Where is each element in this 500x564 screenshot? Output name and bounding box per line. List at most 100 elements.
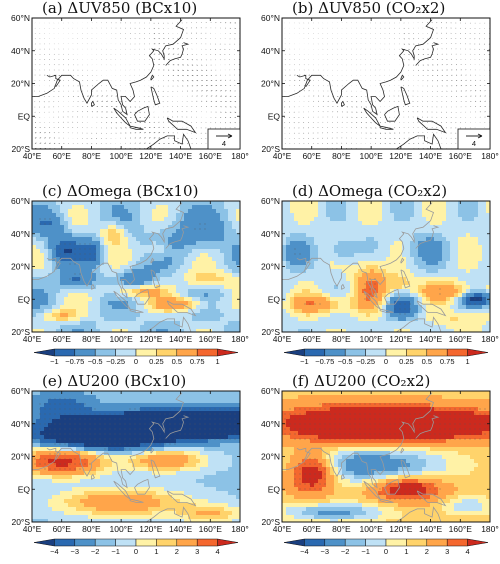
significance-dot	[94, 253, 96, 255]
field-cell	[180, 217, 185, 222]
field-cell	[128, 217, 133, 222]
field-cell	[140, 277, 145, 282]
field-cell	[394, 233, 399, 238]
field-cell	[52, 277, 57, 282]
field-cell	[172, 201, 177, 206]
field-cell	[370, 201, 375, 206]
field-cell	[112, 301, 117, 306]
field-cell	[124, 253, 129, 258]
field-cell	[32, 317, 37, 322]
field-cell	[112, 261, 117, 266]
field-cell	[200, 297, 205, 302]
field-cell	[358, 229, 363, 234]
field-cell	[44, 225, 49, 230]
field-cell	[298, 257, 303, 262]
field-cell	[56, 277, 61, 282]
field-cell	[322, 245, 327, 250]
field-cell	[200, 221, 205, 226]
field-cell	[184, 205, 189, 210]
field-cell	[128, 233, 133, 238]
wind-vector	[91, 105, 94, 108]
field-cell	[56, 289, 61, 294]
field-cell	[224, 297, 229, 302]
field-cell	[310, 225, 315, 230]
field-cell	[60, 261, 65, 266]
field-cell	[200, 293, 205, 298]
field-cell	[40, 309, 45, 314]
field-cell	[318, 229, 323, 234]
field-cell	[148, 305, 153, 310]
field-cell	[164, 273, 169, 278]
field-cell	[116, 329, 121, 332]
field-cell	[192, 201, 197, 206]
field-cell	[326, 217, 331, 222]
field-cell	[76, 237, 81, 242]
field-cell	[282, 245, 287, 250]
field-cell	[168, 205, 173, 210]
field-cell	[48, 297, 53, 302]
field-cell	[342, 205, 347, 210]
field-cell	[76, 249, 81, 254]
field-cell	[426, 225, 431, 230]
field-cell	[220, 201, 225, 206]
field-cell	[112, 209, 117, 214]
colorbar-segment	[74, 348, 96, 357]
field-cell	[68, 329, 73, 332]
field-cell	[228, 321, 233, 326]
field-cell	[60, 233, 65, 238]
field-cell	[438, 261, 443, 266]
significance-dot	[64, 248, 66, 250]
field-cell	[172, 301, 177, 306]
field-cell	[236, 245, 240, 250]
field-cell	[398, 269, 403, 274]
field-cell	[418, 205, 423, 210]
field-cell	[168, 297, 173, 302]
field-cell	[156, 297, 161, 302]
field-cell	[64, 269, 69, 274]
field-cell	[68, 249, 73, 254]
field-cell	[394, 201, 399, 206]
field-cell	[286, 213, 291, 218]
wind-vector	[39, 142, 42, 144]
field-cell	[208, 265, 213, 270]
field-cell	[164, 265, 169, 270]
field-cell	[88, 209, 93, 214]
field-cell	[196, 309, 201, 314]
field-cell	[454, 201, 459, 206]
field-cell	[362, 205, 367, 210]
field-cell	[200, 241, 205, 246]
field-cell	[100, 209, 105, 214]
field-cell	[176, 201, 181, 206]
field-cell	[64, 257, 69, 262]
field-cell	[124, 209, 129, 214]
field-cell	[224, 205, 229, 210]
field-cell	[160, 281, 165, 286]
field-cell	[224, 309, 229, 314]
field-cell	[68, 281, 73, 286]
field-cell	[164, 237, 169, 242]
field-cell	[306, 221, 311, 226]
field-cell	[40, 277, 45, 282]
field-cell	[224, 233, 229, 238]
field-cell	[72, 233, 77, 238]
field-cell	[410, 269, 415, 274]
field-cell	[486, 265, 490, 270]
field-cell	[228, 253, 233, 258]
field-cell	[212, 225, 217, 230]
wind-vector	[201, 95, 203, 97]
field-cell	[40, 237, 45, 242]
field-cell	[212, 253, 217, 258]
field-cell	[152, 305, 157, 310]
field-cell	[160, 325, 165, 330]
significance-dot	[74, 273, 76, 275]
field-cell	[140, 225, 145, 230]
field-cell	[44, 233, 49, 238]
field-cell	[88, 233, 93, 238]
field-cell	[188, 213, 193, 218]
field-cell	[306, 257, 311, 262]
wind-vector	[34, 142, 37, 144]
field-cell	[92, 261, 97, 266]
field-cell	[326, 261, 331, 266]
x-tick-label: 140°E	[169, 151, 193, 161]
field-cell	[92, 277, 97, 282]
